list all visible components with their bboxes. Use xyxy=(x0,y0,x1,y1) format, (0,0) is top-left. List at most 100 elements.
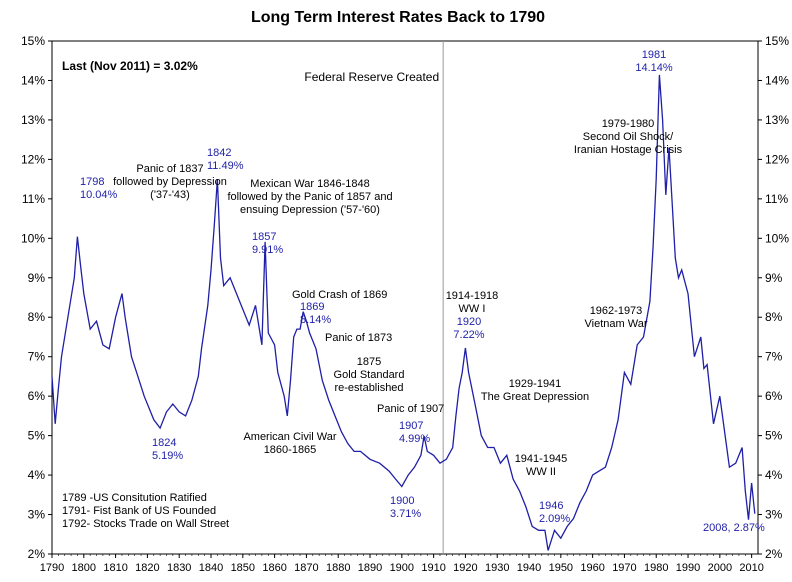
annotation-text: 1907 xyxy=(399,420,423,432)
annotation-text: Mexican War 1846-1848 xyxy=(250,178,369,190)
annotation-text: followed by Depression xyxy=(113,176,227,188)
annotation-text: Second Oil Shock/ xyxy=(583,131,674,143)
annotation-text: Vietnam War xyxy=(585,318,648,330)
annotation-text: followed by the Panic of 1857 and xyxy=(227,191,392,203)
annotation-text: 1869 xyxy=(300,301,324,313)
y-tick-label-right: 8% xyxy=(765,310,783,324)
annotation-text: 10.04% xyxy=(80,189,118,201)
y-tick-label: 2% xyxy=(28,547,46,561)
annotation-text: WW I xyxy=(459,303,486,315)
annotation-a1873: Panic of 1873 xyxy=(325,332,392,344)
annotation-text: 1789 -US Consitution Ratified xyxy=(62,492,207,504)
annotation-text: 1914-1918 xyxy=(446,290,499,302)
y-tick-label: 14% xyxy=(21,73,45,87)
annotation-text: 4.99% xyxy=(399,433,430,445)
federal-reserve-label: Federal Reserve Created xyxy=(304,70,439,84)
y-tick-label: 8% xyxy=(28,310,46,324)
y-tick-label-right: 5% xyxy=(765,429,783,443)
last-value-label: Last (Nov 2011) = 3.02% xyxy=(62,59,198,73)
y-tick-label: 13% xyxy=(21,113,45,127)
x-tick-label: 1790 xyxy=(40,562,64,574)
annotation-a1907p: Panic of 1907 xyxy=(377,403,444,415)
y-tick-label-right: 7% xyxy=(765,350,783,364)
annotation-text: 1979-1980 xyxy=(602,118,655,130)
annotation-text: 1981 xyxy=(642,49,666,61)
annotation-text: 1860-1865 xyxy=(264,444,317,456)
x-tick-label: 1930 xyxy=(485,562,509,574)
annotation-text: 1798 xyxy=(80,176,104,188)
annotation-text: The Great Depression xyxy=(481,391,589,403)
annotation-text: 1946 xyxy=(539,500,563,512)
x-tick-label: 1940 xyxy=(517,562,541,574)
annotation-text: Panic of 1837 xyxy=(136,163,203,175)
x-tick-label: 1950 xyxy=(549,562,573,574)
x-tick-label: 1850 xyxy=(231,562,255,574)
annotation-text: Gold Standard xyxy=(334,369,405,381)
y-tick-label: 5% xyxy=(28,429,46,443)
annotation-text: 9.91% xyxy=(252,244,283,256)
annotation-text: 1875 xyxy=(357,356,381,368)
y-tick-label: 9% xyxy=(28,271,46,285)
chart-title: Long Term Interest Rates Back to 1790 xyxy=(251,9,545,26)
x-tick-label: 1800 xyxy=(72,562,96,574)
annotation-text: 5.19% xyxy=(152,450,183,462)
annotation-a2008: 2008, 2.87% xyxy=(703,522,765,534)
annotation-text: 2008, 2.87% xyxy=(703,522,765,534)
x-tick-label: 1900 xyxy=(390,562,414,574)
y-tick-label: 12% xyxy=(21,152,45,166)
annotation-text: 11.49% xyxy=(207,160,244,172)
y-tick-label: 15% xyxy=(21,34,45,48)
annotation-text: Iranian Hostage Crisis xyxy=(574,144,683,156)
annotation-text: 1920 xyxy=(457,316,481,328)
annotation-text: re-established xyxy=(334,382,403,394)
x-tick-label: 1920 xyxy=(453,562,477,574)
y-tick-label: 6% xyxy=(28,389,46,403)
annotation-text: 7.22% xyxy=(453,329,484,341)
annotation-a1869g: Gold Crash of 1869 xyxy=(292,289,387,301)
y-tick-label: 10% xyxy=(21,231,45,245)
y-axis-right: 2% 3% 4% 5% 6% 7% 8% 9% 10% 11% 12% 13% 14% 15% xyxy=(758,34,789,561)
x-tick-label: 1980 xyxy=(644,562,668,574)
y-tick-label-right: 10% xyxy=(765,231,789,245)
annotation-text: 1929-1941 xyxy=(509,378,562,390)
annotation-text: 3.71% xyxy=(390,508,421,520)
y-tick-label-right: 11% xyxy=(765,192,788,206)
y-tick-label-right: 14% xyxy=(765,73,789,87)
y-tick-label: 3% xyxy=(28,508,46,522)
x-tick-label: 1960 xyxy=(580,562,604,574)
annotation-text: 1900 xyxy=(390,495,414,507)
x-tick-label: 1990 xyxy=(676,562,700,574)
y-tick-label-right: 15% xyxy=(765,34,789,48)
x-tick-label: 1970 xyxy=(612,562,636,574)
x-tick-label: 1840 xyxy=(199,562,223,574)
y-tick-label-right: 9% xyxy=(765,271,783,285)
annotation-text: 1791- Fist Bank of US Founded xyxy=(62,505,216,517)
annotation-text: 1962-1973 xyxy=(590,305,643,317)
y-tick-label-right: 13% xyxy=(765,113,789,127)
y-axis-left: 2% 3% 4% 5% 6% 7% 8% 9% 10% 11% 12% 13% 14% 15% xyxy=(21,34,52,561)
y-tick-label: 4% xyxy=(28,468,46,482)
y-tick-label-right: 2% xyxy=(765,547,783,561)
annotation-text: ('37-'43) xyxy=(150,189,190,201)
interest-rate-line xyxy=(51,74,756,551)
y-tick-label-right: 12% xyxy=(765,152,789,166)
x-tick-label: 2000 xyxy=(708,562,732,574)
x-axis: 1790 1800 1810 1820 1830 1840 1850 1860 1870 1880… xyxy=(40,554,764,574)
y-tick-label: 11% xyxy=(22,192,45,206)
